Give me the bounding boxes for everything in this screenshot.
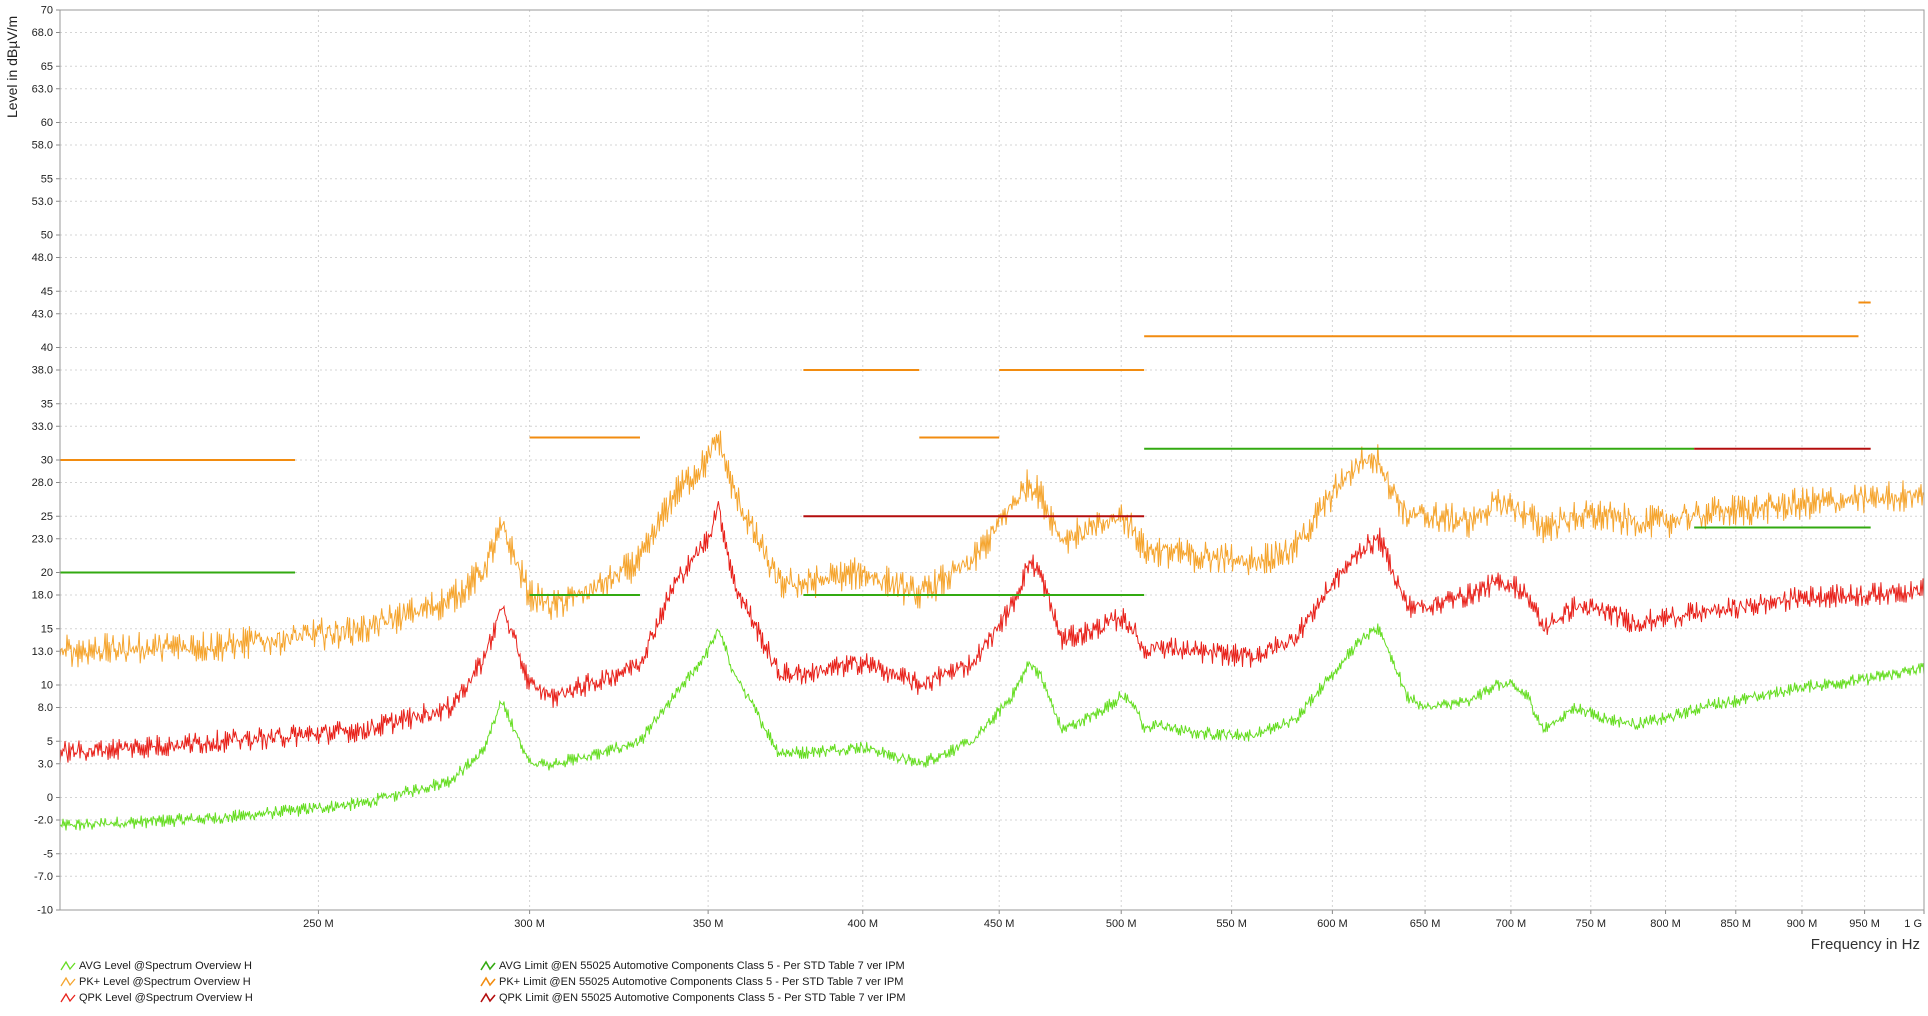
x-tick-label: 650 M <box>1410 918 1441 930</box>
y-tick-label: 65 <box>41 61 53 73</box>
x-tick-label: 850 M <box>1720 918 1751 930</box>
y-tick-label: 33.0 <box>32 421 53 433</box>
y-tick-label: 58.0 <box>32 140 53 152</box>
series-group <box>59 301 1925 831</box>
legend-item-avg-level[interactable]: AVG Level @Spectrum Overview H <box>60 958 252 974</box>
y-tick-label: 3.0 <box>38 758 53 770</box>
y-tick-label: 55 <box>41 173 53 185</box>
legend-item-qpk-limit[interactable]: QPK Limit @EN 55025 Automotive Component… <box>480 990 906 1006</box>
legend-label: QPK Level @Spectrum Overview H <box>79 992 253 1004</box>
x-tick-label: 950 M <box>1849 918 1880 930</box>
pk-level-swatch-icon <box>60 976 76 987</box>
y-tick-label: 53.0 <box>32 196 53 208</box>
trace-0 <box>59 623 1925 831</box>
y-tick-label: 63.0 <box>32 83 53 95</box>
qpk-level-swatch-icon <box>60 992 76 1003</box>
x-tick-label: 500 M <box>1106 918 1137 930</box>
y-tick-label: 45 <box>41 286 53 298</box>
x-tick-label: 700 M <box>1496 918 1527 930</box>
x-tick-label: 250 M <box>303 918 334 930</box>
avg-limit-swatch-icon <box>480 960 496 971</box>
trace-2 <box>59 501 1925 764</box>
legend-label: PK+ Limit @EN 55025 Automotive Component… <box>499 976 904 988</box>
x-tick-label: 1 G <box>1904 918 1922 930</box>
y-tick-label: 13.0 <box>32 646 53 658</box>
qpk-limit-swatch-icon <box>480 992 496 1003</box>
x-axis-label: Frequency in Hz <box>1810 936 1920 953</box>
y-tick-label: 60 <box>41 117 53 129</box>
x-tick-label: 450 M <box>984 918 1015 930</box>
y-tick-label: 40 <box>41 342 53 354</box>
legend-item-avg-limit[interactable]: AVG Limit @EN 55025 Automotive Component… <box>480 958 905 974</box>
y-tick-label: 8.0 <box>38 702 53 714</box>
pk-limit-swatch-icon <box>480 976 496 987</box>
x-tick-label: 400 M <box>847 918 878 930</box>
y-tick-label: -10 <box>37 905 53 917</box>
x-tick-label: 750 M <box>1576 918 1607 930</box>
y-tick-label: 48.0 <box>32 252 53 264</box>
y-tick-label: 68.0 <box>32 27 53 39</box>
y-tick-label: 23.0 <box>32 533 53 545</box>
legend-label: QPK Limit @EN 55025 Automotive Component… <box>499 992 906 1004</box>
y-tick-label: 70 <box>41 5 53 17</box>
y-tick-label: 0 <box>47 792 53 804</box>
y-tick-label: 18.0 <box>32 590 53 602</box>
x-tick-label: 550 M <box>1216 918 1247 930</box>
y-tick-label: 20 <box>41 567 53 579</box>
y-axis-label: Level in dBµV/m <box>4 15 20 118</box>
x-tick-label: 900 M <box>1787 918 1818 930</box>
axis-ticks: 7068.06563.06058.05553.05048.04543.04038… <box>32 5 1925 930</box>
x-tick-label: 300 M <box>514 918 545 930</box>
y-tick-label: 5 <box>47 736 53 748</box>
legend-label: PK+ Level @Spectrum Overview H <box>79 976 251 988</box>
legend-label: AVG Level @Spectrum Overview H <box>79 960 252 972</box>
plot-frame <box>59 9 1925 911</box>
y-tick-label: 25 <box>41 511 53 523</box>
y-tick-label: 43.0 <box>32 308 53 320</box>
y-tick-label: 28.0 <box>32 477 53 489</box>
y-tick-label: 10 <box>41 680 53 692</box>
trace-1 <box>59 430 1925 668</box>
y-tick-label: -7.0 <box>34 871 53 883</box>
x-tick-label: 800 M <box>1650 918 1681 930</box>
y-tick-label: 38.0 <box>32 365 53 377</box>
legend-item-pk-level[interactable]: PK+ Level @Spectrum Overview H <box>60 974 251 990</box>
avg-level-swatch-icon <box>60 960 76 971</box>
legend-item-pk-limit[interactable]: PK+ Limit @EN 55025 Automotive Component… <box>480 974 903 990</box>
y-tick-label: 50 <box>41 230 53 242</box>
legend-label: AVG Limit @EN 55025 Automotive Component… <box>499 960 905 972</box>
y-tick-label: -5 <box>43 848 53 860</box>
grid-lines <box>60 10 1924 910</box>
x-tick-label: 350 M <box>693 918 724 930</box>
y-tick-label: 15 <box>41 623 53 635</box>
y-tick-label: -2.0 <box>34 815 53 827</box>
x-tick-label: 600 M <box>1317 918 1348 930</box>
legend-item-qpk-level[interactable]: QPK Level @Spectrum Overview H <box>60 990 253 1006</box>
y-tick-label: 35 <box>41 398 53 410</box>
y-tick-label: 30 <box>41 455 53 467</box>
